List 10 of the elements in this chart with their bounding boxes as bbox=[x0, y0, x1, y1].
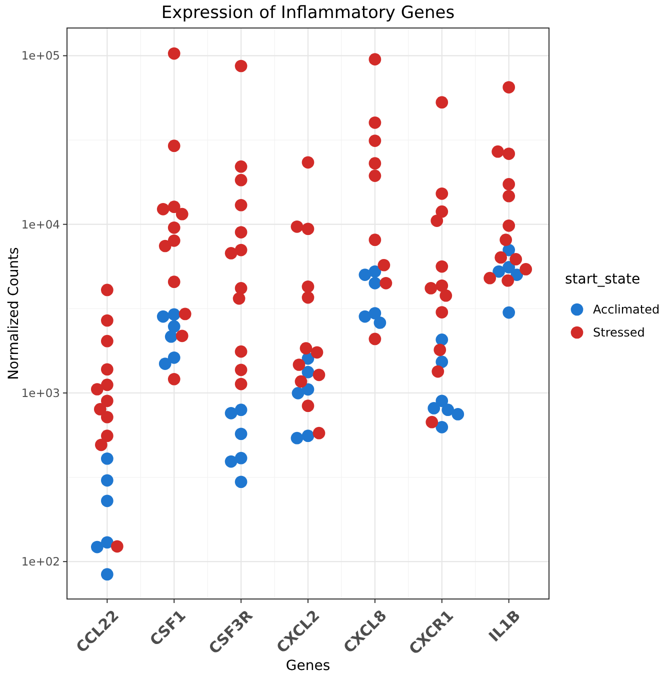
y-tick-label: 1e+05 bbox=[21, 48, 60, 63]
y-axis-title: Normalized Counts bbox=[6, 247, 22, 380]
y-tick-label: 1e+02 bbox=[21, 554, 60, 569]
legend-label: Acclimated bbox=[593, 302, 660, 317]
legend-title: start_state bbox=[565, 272, 640, 288]
legend-label: Stressed bbox=[593, 326, 645, 340]
y-tick-label: 1e+03 bbox=[21, 386, 60, 400]
x-axis-title: Genes bbox=[286, 658, 330, 674]
chart-title: Expression of Inflammatory Genes bbox=[161, 3, 455, 23]
y-tick-label: 1e+04 bbox=[21, 217, 60, 232]
